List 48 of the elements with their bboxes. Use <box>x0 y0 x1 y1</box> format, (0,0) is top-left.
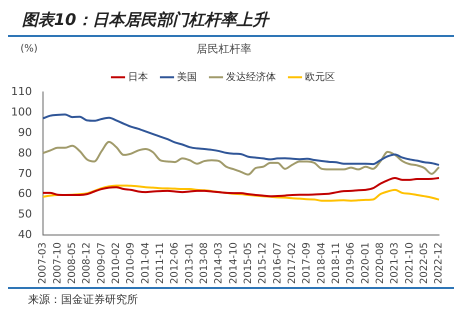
line-series <box>42 113 440 166</box>
x-tick-label: 2019-06 <box>346 242 357 284</box>
x-tick-label: 2014-03 <box>214 242 225 284</box>
x-tick-label: 2010-09 <box>126 242 137 284</box>
x-tick-label: 2018-11 <box>330 242 342 284</box>
legend-label: 欧元区 <box>305 72 335 83</box>
x-tick-label: 2013-01 <box>184 242 196 284</box>
x-tick-label: 2021-03 <box>390 242 401 284</box>
x-tick-label: 2013-08 <box>198 242 210 284</box>
line-series <box>42 184 440 202</box>
x-tick-label: 2020-01 <box>360 242 372 284</box>
source-note: 来源：国金证券研究所 <box>8 287 454 307</box>
y-tick-label: 70 <box>18 166 32 180</box>
x-tick-label: 2014-10 <box>228 242 240 284</box>
x-tick-label: 2010-02 <box>110 242 122 284</box>
legend-label: 发达经济体 <box>226 70 276 83</box>
x-tick-label: 2020-08 <box>374 242 386 284</box>
x-tick-label: 2012-06 <box>170 242 181 284</box>
y-tick-label: 110 <box>10 85 32 98</box>
y-tick-label: 80 <box>18 146 32 160</box>
x-tick-label: 2017-09 <box>302 242 313 284</box>
y-tick-label: 50 <box>18 208 32 221</box>
x-tick-label: 2016-07 <box>272 242 284 284</box>
x-tick-label: 2011-11 <box>154 242 166 284</box>
y-tick-label: 60 <box>18 187 32 200</box>
chart-title: 图表10：日本居民部门杠杆率上升 <box>8 8 454 37</box>
line-series <box>42 140 440 176</box>
y-tick-label: 100 <box>10 105 32 118</box>
x-tick-label: 2007-10 <box>52 242 64 284</box>
x-tick-label: 2022-12 <box>434 242 445 284</box>
chart-subtitle: 居民杠杆率 <box>196 42 252 56</box>
y-axis-title: (%) <box>20 44 38 55</box>
x-tick-label: 2015-12 <box>258 242 269 284</box>
x-tick-label: 2008-12 <box>82 242 93 284</box>
y-tick-label: 40 <box>18 228 32 242</box>
x-tick-label: 2022-05 <box>418 242 430 284</box>
y-tick-label: 90 <box>18 126 32 139</box>
line-series <box>42 177 440 198</box>
x-tick-label: 2009-07 <box>96 242 108 284</box>
x-tick-label: 2008-05 <box>66 242 78 284</box>
x-tick-label: 2018-04 <box>316 242 328 284</box>
legend-label: 日本 <box>128 70 148 83</box>
x-tick-label: 2007-03 <box>38 242 49 284</box>
legend-label: 美国 <box>177 70 197 83</box>
x-tick-label: 2021-10 <box>404 242 416 284</box>
x-tick-label: 2017-02 <box>286 242 298 284</box>
x-tick-label: 2015-05 <box>242 242 254 284</box>
x-tick-label: 2011-04 <box>140 242 152 284</box>
